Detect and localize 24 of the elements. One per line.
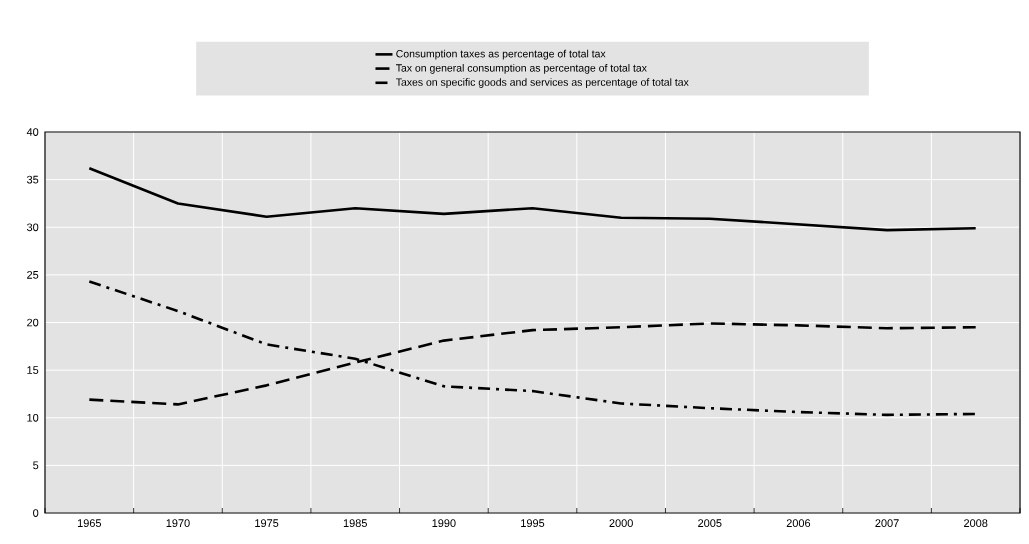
x-tick-label: 1970 [166, 519, 190, 528]
x-tick-label: 1965 [77, 519, 102, 528]
x-tick-label: 1985 [343, 519, 367, 528]
legend-label: Consumption taxes as percentage of total tax [396, 49, 606, 60]
x-tick-label: 2005 [698, 519, 722, 528]
x-tick-label: 2000 [609, 519, 633, 528]
line-series [88, 280, 977, 417]
legend-label: Taxes on specific goods and services as percentage of total tax [396, 78, 689, 88]
y-tick-label: 35 [26, 175, 39, 184]
y-tick-label: 0 [33, 509, 39, 517]
x-tick-label: 2006 [786, 519, 811, 528]
y-tick-label: 5 [33, 461, 39, 470]
x-tick-label: 1990 [432, 519, 456, 528]
y-tick-label: 15 [27, 366, 39, 374]
y-tick-label: 40 [26, 128, 39, 136]
y-tick-label: 20 [27, 318, 39, 327]
x-tick-label: 2007 [875, 519, 899, 528]
y-tick-label: 30 [26, 223, 39, 232]
y-tick-label: 25 [27, 271, 39, 279]
x-tick-label: 1975 [255, 519, 279, 528]
legend-label: Tax on general consumption as percentage of total tax [396, 63, 647, 74]
x-tick-label: 2008 [964, 519, 988, 528]
y-tick-label: 10 [27, 413, 39, 422]
x-tick-label: 1995 [521, 519, 545, 528]
